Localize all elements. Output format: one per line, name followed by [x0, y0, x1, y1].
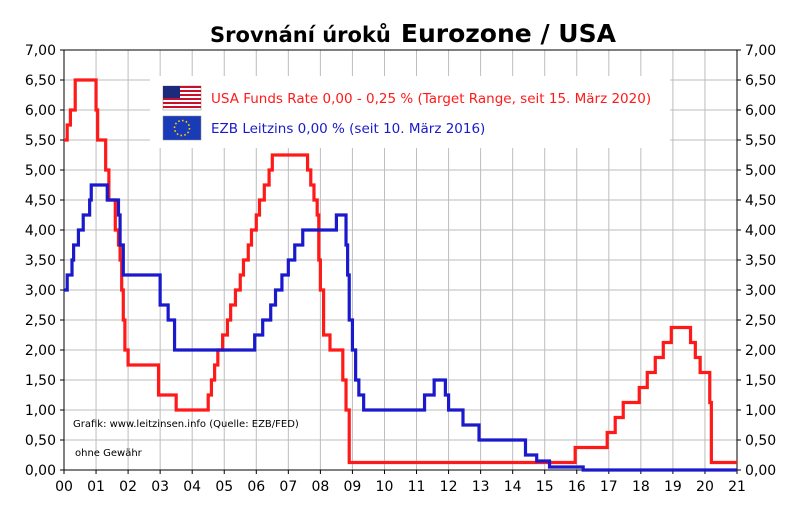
us-flag-icon: [162, 85, 202, 111]
chart-title-main: Srovnání úroků: [210, 23, 391, 47]
y-tick-label-right: 5,00: [745, 163, 776, 179]
x-tick-label: 17: [600, 479, 618, 495]
x-tick-label: 16: [568, 479, 586, 495]
x-tick-label: 07: [279, 479, 297, 495]
source-note: Grafik: www.leitzinsen.info (Quelle: EZB…: [73, 419, 299, 430]
y-tick-label-right: 6,50: [745, 73, 776, 89]
ezb-leitzins-line: [64, 183, 737, 472]
y-tick-label-right: 2,00: [745, 343, 776, 359]
x-tick-label: 12: [440, 479, 458, 495]
x-tick-label: 04: [183, 479, 201, 495]
x-tick-label: 20: [696, 479, 714, 495]
x-tick-label: 01: [87, 479, 105, 495]
x-tick-label: 13: [472, 479, 490, 495]
x-axis-labels: 00 01 02 03 04 05 06 07 08 09 10 11 12 13 14 15 16 17 18 19…: [55, 479, 746, 495]
y-tick-label-right: 3,50: [745, 253, 776, 269]
x-tick-label: 08: [311, 479, 329, 495]
y-tick-label-left: 5,50: [25, 133, 56, 149]
y-tick-label-right: 2,50: [745, 313, 776, 329]
legend: USA Funds Rate 0,00 - 0,25 % (Target Ran…: [150, 76, 670, 148]
x-tick-label: 21: [728, 479, 746, 495]
y-tick-label-left: 2,00: [25, 343, 56, 359]
y-axis-right-labels: 0,00 0,50 1,00 1,50 2,00 2,50 3,00 3,50 4,00 4,50…: [745, 43, 776, 479]
disclaimer-note: ohne Gewähr: [75, 448, 143, 459]
y-tick-label-right: 7,00: [745, 43, 776, 59]
y-tick-label-left: 3,00: [25, 283, 56, 299]
y-tick-label-left: 0,50: [25, 433, 56, 449]
x-tick-label: 10: [376, 479, 394, 495]
y-tick-label-left: 7,00: [25, 43, 56, 59]
plot-frame: [63, 49, 738, 471]
axes: [60, 49, 741, 474]
legend-label-usa: USA Funds Rate 0,00 - 0,25 % (Target Ran…: [211, 91, 651, 107]
y-tick-label-left: 3,50: [25, 253, 56, 269]
y-tick-label-left: 4,50: [25, 193, 56, 209]
y-tick-label-left: 6,00: [25, 103, 56, 119]
y-tick-label-right: 1,50: [745, 373, 776, 389]
x-tick-label: 06: [247, 479, 265, 495]
x-tick-label: 14: [504, 479, 522, 495]
y-axis-left-labels: 0,00 0,50 1,00 1,50 2,00 2,50 3,00 3,50 4,00 4,50…: [25, 43, 56, 479]
legend-background: [150, 76, 670, 148]
y-tick-label-right: 6,00: [745, 103, 776, 119]
y-tick-label-right: 4,50: [745, 193, 776, 209]
y-tick-label-right: 1,00: [745, 403, 776, 419]
y-tick-label-right: 0,50: [745, 433, 776, 449]
chart-title: Srovnání úroků Eurozone / USA: [210, 19, 617, 48]
x-tick-label: 05: [215, 479, 233, 495]
y-tick-label-right: 4,00: [745, 223, 776, 239]
y-tick-label-left: 2,50: [25, 313, 56, 329]
y-tick-label-left: 1,00: [25, 403, 56, 419]
x-tick-label: 02: [119, 479, 137, 495]
usa-funds-rate-line: [64, 78, 737, 465]
chart-title-emphasis: Eurozone / USA: [401, 19, 617, 48]
x-tick-label: 19: [664, 479, 682, 495]
y-tick-label-right: 3,00: [745, 283, 776, 299]
y-tick-label-left: 5,00: [25, 163, 56, 179]
y-tick-label-right: 0,00: [745, 463, 776, 479]
x-tick-label: 09: [344, 479, 362, 495]
series-lines: [64, 78, 737, 472]
x-tick-label: 11: [408, 479, 426, 495]
y-tick-label-right: 5,50: [745, 133, 776, 149]
x-tick-label: 00: [55, 479, 73, 495]
x-tick-label: 15: [536, 479, 554, 495]
legend-label-ezb: EZB Leitzins 0,00 % (seit 10. März 2016): [211, 121, 485, 137]
y-tick-label-left: 4,00: [25, 223, 56, 239]
x-tick-label: 03: [151, 479, 169, 495]
x-tick-label: 18: [632, 479, 650, 495]
eu-flag-icon: [162, 115, 202, 141]
y-tick-label-left: 1,50: [25, 373, 56, 389]
y-tick-label-left: 0,00: [25, 463, 56, 479]
y-tick-label-left: 6,50: [25, 73, 56, 89]
